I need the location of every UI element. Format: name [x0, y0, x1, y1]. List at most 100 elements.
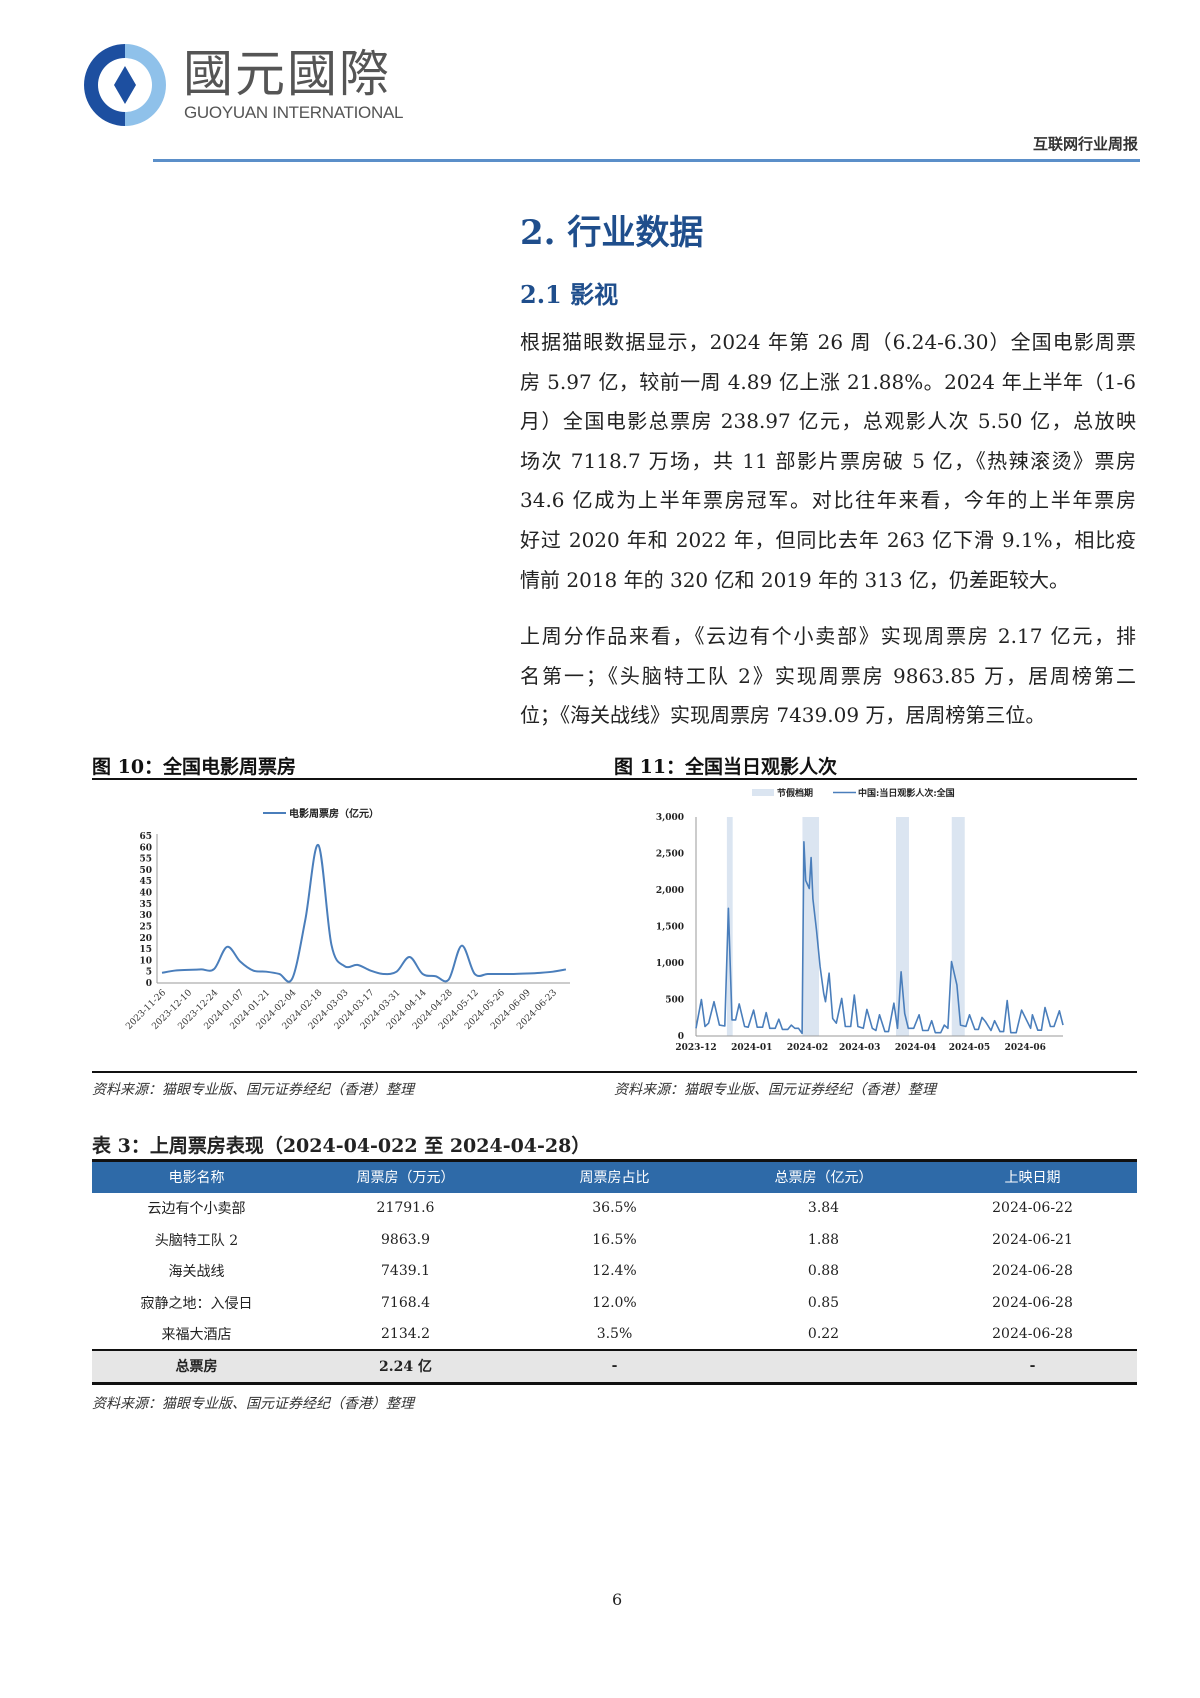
x-tick-label: 2024-06: [1005, 1043, 1046, 1053]
paragraph-line: 上周分作品来看，《云边有个小卖部》实现周票房 2.17 亿元，排: [520, 624, 1136, 648]
total-cell: -: [510, 1349, 719, 1385]
table-cell: 12.4%: [592, 1263, 637, 1280]
logo-chinese: 國元國際: [183, 45, 391, 103]
table-total-row: 总票房 2.24 亿--: [92, 1349, 1137, 1385]
logo-icon: [84, 44, 166, 126]
total-cell: 2.24 亿: [301, 1349, 510, 1385]
x-tick-label: 2024-04: [895, 1043, 936, 1053]
table-cell: 2024-06-28: [992, 1325, 1073, 1342]
paragraph-line: 34.6 亿成为上半年票房冠军。对比往年来看，今年的上半年票房: [520, 488, 1136, 513]
figure-11-source: 资料来源：猫眼专业版、国元证券经纪（香港）整理: [614, 1082, 936, 1098]
table-cell: 7439.1: [381, 1263, 430, 1280]
table-cell: 2024-06-22: [992, 1200, 1073, 1217]
paragraph-1: 根据猫眼数据显示，2024 年第 26 周（6.24-6.30）全国电影周票房 …: [520, 323, 1136, 600]
table-cell: 16.5%: [592, 1231, 637, 1248]
figure-bottom-rule: [92, 1071, 1137, 1073]
y-tick-label: 500: [665, 996, 684, 1006]
y-tick-label: 1,000: [656, 959, 684, 969]
section-title: 2. 行业数据: [520, 213, 704, 253]
y-tick-label: 10: [139, 956, 152, 966]
legend-label: 节假档期: [777, 787, 813, 799]
box-office-table: 电影名称 周票房（万元） 周票房占比 总票房（亿元） 上映日期 云边有个小卖部 21791…: [92, 1159, 1137, 1385]
column-header: 总票房（亿元）: [719, 1159, 928, 1193]
table-cell: 7168.4: [381, 1294, 430, 1311]
y-tick-label: 25: [139, 922, 152, 932]
table-cell: 2024-06-21: [992, 1231, 1073, 1248]
column-header: 电影名称: [92, 1159, 301, 1193]
table-row: 来福大酒店 2134.2 3.5% 0.22 2024-06-28: [92, 1319, 1137, 1351]
legend-label: 电影周票房（亿元）: [289, 807, 379, 820]
paragraph-line: 场次 7118.7 万场，共 11 部影片票房破 5 亿，《热辣滚烫》票房: [520, 448, 1136, 473]
y-tick-label: 0: [146, 979, 152, 989]
y-tick-label: 30: [139, 911, 152, 921]
table-title: 表 3：上周票房表现（2024-04-022 至 2024-04-28）: [92, 1135, 591, 1157]
table-header-row: 电影名称 周票房（万元） 周票房占比 总票房（亿元） 上映日期: [92, 1159, 1137, 1193]
x-tick-label: 2024-02: [787, 1043, 828, 1053]
y-tick-label: 15: [139, 945, 152, 955]
table-cell: 云边有个小卖部: [147, 1201, 246, 1218]
table-cell: 2134.2: [381, 1325, 430, 1342]
table-source: 资料来源：猫眼专业版、国元证券经纪（香港）整理: [92, 1396, 414, 1412]
legend-label: 中国:当日观影人次:全国: [858, 787, 955, 799]
paragraph-line: 名第一；《头脑特工队 2》实现周票房 9863.85 万，居周榜第二: [520, 663, 1136, 688]
y-tick-label: 5: [146, 968, 152, 978]
total-cell: -: [928, 1349, 1137, 1385]
table-cell: 9863.9: [381, 1231, 430, 1248]
holiday-band: [895, 817, 909, 1036]
logo-english: GUOYUAN INTERNATIONAL: [184, 103, 404, 122]
y-tick-label: 45: [139, 877, 152, 887]
y-tick-label: 2,000: [656, 886, 684, 896]
paragraph-line: 月）全国电影总票房 238.97 亿元，总观影人次 5.50 亿，总放映: [520, 409, 1136, 434]
paragraph-line: 位；《海关战线》实现周票房 7439.09 万，居周榜第三位。: [520, 703, 1046, 728]
paragraph-line: 情前 2018 年的 320 亿和 2019 年的 313 亿，仍差距较大。: [520, 567, 1070, 592]
table-cell: 海关战线: [168, 1264, 225, 1281]
table-row: 头脑特工队 2 9863.9 16.5% 1.88 2024-06-21: [92, 1224, 1137, 1256]
x-tick-label: 2023-12: [675, 1043, 716, 1053]
y-tick-label: 50: [139, 866, 152, 876]
table-cell: 头脑特工队 2: [154, 1232, 239, 1249]
table-cell: 1.88: [807, 1231, 840, 1248]
y-tick-label: 60: [139, 843, 152, 853]
table-cell: 2024-06-28: [992, 1263, 1073, 1280]
y-tick-label: 2,500: [656, 850, 684, 860]
y-tick-label: 3,000: [656, 813, 684, 823]
paragraph-line: 根据猫眼数据显示，2024 年第 26 周（6.24-6.30）全国电影周票: [520, 330, 1136, 354]
table-cell: 0.85: [807, 1294, 840, 1311]
table-cell: 21791.6: [376, 1200, 435, 1217]
figure-10-title: 图 10：全国电影周票房: [92, 756, 297, 778]
column-header: 上映日期: [928, 1159, 1137, 1193]
x-tick-label: 2024-05: [949, 1043, 990, 1053]
holiday-band: [802, 817, 820, 1036]
table-cell: 来福大酒店: [161, 1326, 232, 1343]
holiday-band: [951, 817, 965, 1036]
y-tick-label: 40: [139, 889, 152, 899]
table-cell: 36.5%: [592, 1200, 637, 1217]
total-cell: 总票房: [92, 1349, 301, 1385]
figure-top-rule: [92, 778, 1137, 780]
column-header: 周票房占比: [510, 1159, 719, 1193]
x-tick-label: 2024-01: [731, 1043, 772, 1053]
header-divider: [153, 159, 1140, 162]
x-tick-label: 2024-03: [839, 1043, 880, 1053]
y-tick-label: 35: [139, 900, 152, 910]
table-row: 云边有个小卖部 21791.6 36.5% 3.84 2024-06-22: [92, 1193, 1137, 1225]
report-type: 互联网行业周报: [1032, 135, 1138, 153]
table-row: 寂静之地：入侵日 7168.4 12.0% 0.85 2024-06-28: [92, 1287, 1137, 1319]
table-cell: 2024-06-28: [992, 1294, 1073, 1311]
total-cell: [719, 1349, 928, 1385]
daily-audience-chart: 0 500 1,000 1,500 2,000 2,500 3,000 2023-12 2024…: [656, 787, 1064, 1053]
series-line-daily-audience: [695, 841, 1064, 1035]
series-line-weekly-box-office: [161, 844, 567, 983]
paragraph-line: 好过 2020 年和 2022 年，但同比去年 263 亿下滑 9.1%，相比疫: [520, 527, 1136, 552]
table-row: 海关战线 7439.1 12.4% 0.88 2024-06-28: [92, 1256, 1137, 1288]
y-tick-label: 65: [139, 832, 152, 842]
y-tick-label: 55: [139, 855, 152, 865]
y-tick-label: 20: [139, 934, 152, 944]
y-tick-label: 1,500: [656, 923, 684, 933]
legend-band-icon: [752, 789, 774, 796]
table-cell: 3.5%: [596, 1325, 633, 1342]
y-tick-label: 0: [678, 1032, 684, 1042]
table-cell: 0.22: [807, 1325, 840, 1342]
weekly-box-office-chart: 051015202530354045505560652023-11-262023…: [124, 807, 570, 1032]
table-cell: 12.0%: [592, 1294, 637, 1311]
